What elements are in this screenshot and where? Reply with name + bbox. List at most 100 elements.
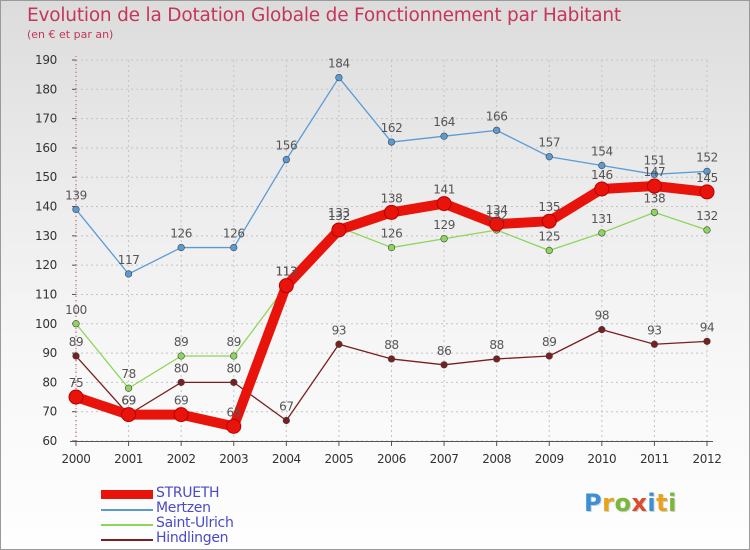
data-point bbox=[230, 378, 238, 386]
data-point bbox=[436, 196, 452, 212]
data-point bbox=[440, 361, 448, 369]
data-point bbox=[545, 153, 553, 161]
data-label: 132 bbox=[696, 209, 718, 223]
data-point bbox=[650, 340, 659, 348]
data-label: 162 bbox=[381, 121, 403, 135]
chart-subtitle: (en € et par an) bbox=[27, 28, 114, 41]
data-label: 93 bbox=[647, 323, 661, 337]
x-tick-label: 2004 bbox=[272, 452, 301, 466]
y-tick-label: 130 bbox=[35, 229, 57, 243]
y-tick-label: 180 bbox=[35, 82, 57, 96]
data-label: 132 bbox=[328, 209, 350, 223]
data-label: 69 bbox=[121, 394, 135, 408]
data-point bbox=[177, 378, 185, 386]
data-point bbox=[703, 226, 711, 234]
data-label: 94 bbox=[700, 320, 714, 334]
data-label: 154 bbox=[591, 145, 613, 159]
data-label: 126 bbox=[170, 227, 192, 241]
data-point bbox=[230, 243, 238, 252]
logo-letter: t bbox=[656, 489, 669, 517]
data-point bbox=[124, 270, 133, 278]
data-label: 88 bbox=[384, 338, 398, 352]
data-point bbox=[177, 352, 185, 360]
data-label: 156 bbox=[275, 139, 297, 153]
data-point bbox=[440, 235, 448, 243]
y-tick-label: 80 bbox=[42, 375, 57, 389]
data-label: 126 bbox=[223, 227, 245, 241]
data-point bbox=[72, 352, 80, 360]
proxiti-logo: Proxiti bbox=[584, 489, 677, 517]
x-tick-label: 2008 bbox=[482, 452, 511, 466]
x-tick-label: 2003 bbox=[219, 452, 248, 466]
x-tick-label: 2007 bbox=[430, 452, 459, 466]
data-label: 98 bbox=[595, 309, 609, 323]
y-tick-label: 170 bbox=[35, 112, 57, 126]
legend-swatch bbox=[101, 490, 153, 499]
data-label: 67 bbox=[279, 399, 293, 413]
y-tick-label: 160 bbox=[35, 141, 57, 155]
data-label: 75 bbox=[69, 376, 83, 390]
data-point bbox=[598, 229, 606, 237]
legend-label: Hindlingen bbox=[156, 530, 229, 546]
y-tick-label: 140 bbox=[35, 200, 57, 214]
data-label: 157 bbox=[538, 136, 560, 150]
x-tick-label: 2011 bbox=[640, 452, 669, 466]
data-label: 145 bbox=[696, 171, 718, 185]
data-label: 147 bbox=[644, 165, 666, 179]
data-point bbox=[335, 340, 343, 348]
data-label: 113 bbox=[275, 265, 297, 279]
data-label: 125 bbox=[538, 230, 560, 244]
logo-letter: i bbox=[668, 489, 677, 517]
data-label: 78 bbox=[121, 367, 135, 381]
legend-label: Mertzen bbox=[156, 500, 211, 516]
data-label: 113 bbox=[275, 265, 297, 279]
data-label: 89 bbox=[174, 335, 188, 349]
data-point bbox=[541, 213, 557, 229]
data-point bbox=[230, 352, 238, 360]
x-tick-label: 2012 bbox=[693, 452, 722, 466]
legend-swatch bbox=[101, 509, 153, 511]
data-label: 134 bbox=[486, 203, 508, 217]
legend-swatch bbox=[101, 524, 153, 526]
data-point bbox=[545, 352, 553, 360]
data-label: 131 bbox=[591, 212, 613, 226]
data-label: 89 bbox=[227, 335, 241, 349]
x-tick-label: 2001 bbox=[114, 452, 143, 466]
data-label: 152 bbox=[696, 150, 718, 164]
data-label: 65 bbox=[227, 405, 241, 419]
data-point bbox=[384, 204, 399, 220]
data-label: 135 bbox=[538, 200, 560, 214]
x-tick-label: 2006 bbox=[377, 452, 406, 466]
chart-title: Evolution de la Dotation Globale de Fonc… bbox=[27, 5, 621, 26]
data-point bbox=[703, 337, 711, 345]
legend-label: Saint-Ulrich bbox=[156, 515, 234, 531]
x-tick-label: 2002 bbox=[167, 452, 196, 466]
data-label: 69 bbox=[174, 394, 188, 408]
data-label: 164 bbox=[433, 115, 455, 129]
data-point bbox=[646, 178, 662, 194]
y-tick-label: 60 bbox=[42, 434, 57, 448]
data-label: 69 bbox=[121, 394, 135, 408]
data-point bbox=[226, 418, 242, 434]
data-point bbox=[68, 389, 84, 405]
data-point bbox=[124, 384, 133, 392]
logo-letter: o bbox=[614, 489, 632, 517]
data-label: 100 bbox=[65, 303, 87, 317]
data-point bbox=[703, 167, 711, 175]
data-label: 138 bbox=[644, 191, 666, 205]
data-label: 80 bbox=[174, 361, 188, 375]
data-point bbox=[282, 156, 290, 164]
data-label: 126 bbox=[381, 227, 403, 241]
y-tick-label: 100 bbox=[35, 317, 57, 331]
data-point bbox=[493, 355, 501, 363]
data-label: 88 bbox=[489, 338, 503, 352]
y-tick-label: 90 bbox=[42, 346, 57, 360]
data-point bbox=[545, 246, 553, 255]
series-strueth bbox=[68, 178, 715, 434]
legend-swatch bbox=[101, 539, 153, 541]
data-point bbox=[387, 243, 396, 252]
data-point bbox=[387, 355, 396, 363]
data-label: 133 bbox=[328, 206, 350, 220]
